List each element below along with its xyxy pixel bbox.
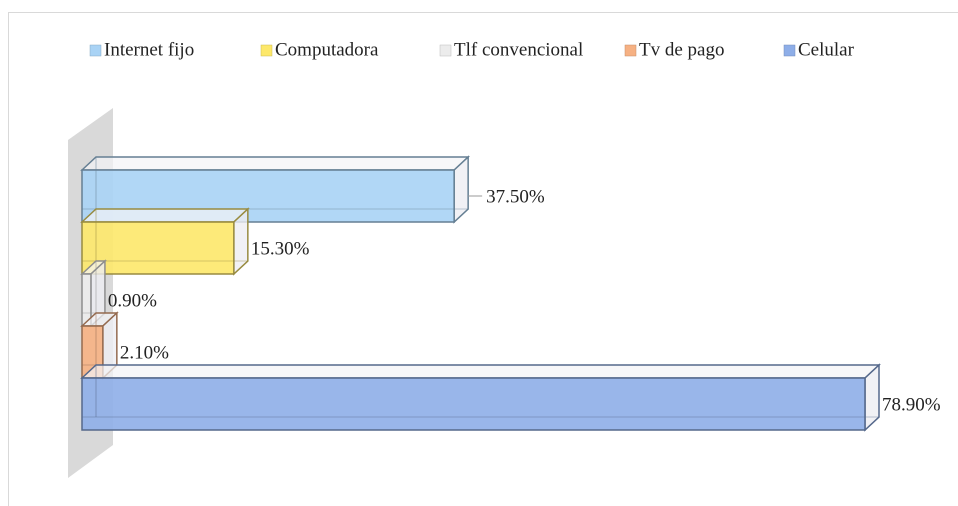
legend-label: Celular bbox=[798, 39, 855, 60]
legend-label: Internet fijo bbox=[104, 39, 194, 60]
bar bbox=[81, 221, 235, 275]
legend-swatch bbox=[783, 44, 796, 57]
bar-top bbox=[80, 208, 250, 223]
chart-border bbox=[8, 12, 958, 506]
bar-top bbox=[80, 156, 471, 171]
legend-swatch bbox=[89, 44, 102, 57]
legend-label: Tv de pago bbox=[639, 39, 724, 60]
data-label: 15.30% bbox=[251, 238, 310, 259]
bar bbox=[81, 377, 866, 431]
legend-label: Tlf convencional bbox=[454, 39, 583, 60]
data-label: 0.90% bbox=[108, 290, 157, 311]
bar-top bbox=[80, 364, 881, 379]
legend-swatch bbox=[260, 44, 273, 57]
legend-swatch bbox=[624, 44, 637, 57]
data-label: 2.10% bbox=[120, 342, 169, 363]
legend-label: Computadora bbox=[275, 39, 379, 60]
data-label: 37.50% bbox=[486, 186, 545, 207]
data-label: 78.90% bbox=[882, 394, 941, 415]
legend-swatch bbox=[439, 44, 452, 57]
